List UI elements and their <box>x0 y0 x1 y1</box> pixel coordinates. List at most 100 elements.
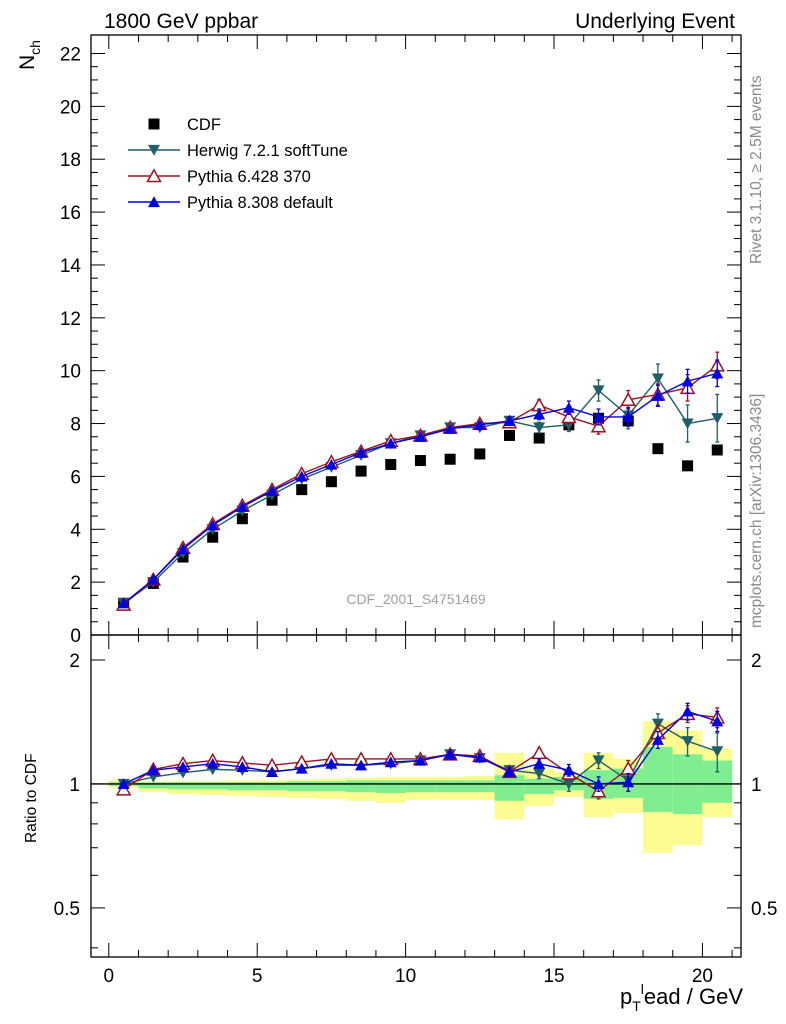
x-tick-label: 15 <box>543 966 564 987</box>
ratio-point-pythia-8-308-default <box>295 762 308 774</box>
legend-label-pythia-8-308-default: Pythia 8.308 default <box>187 194 333 212</box>
x-axis-label: pTlead / GeV <box>620 981 743 1014</box>
legend-label-cdf: CDF <box>187 116 221 134</box>
ratio-y-axis-label: Ratio to CDF <box>23 753 40 843</box>
ratio-y-tick-label-right: 1 <box>751 775 762 796</box>
ratio-point-pythia-8-308-default <box>533 757 546 769</box>
main-point-pythia-8-308-default <box>177 543 190 555</box>
y-tick-label: 2 <box>70 573 81 594</box>
y-tick-label: 10 <box>60 362 81 383</box>
green-band-bin <box>227 782 258 791</box>
main-point-pythia-6-428-370 <box>561 409 577 424</box>
main-point-cdf <box>503 429 515 441</box>
ratio-point-pythia-8-308-default <box>503 766 516 777</box>
main-point-cdf <box>682 460 694 472</box>
ratio-point-pythia-8-308-default <box>651 734 664 745</box>
ratio-point-pythia-8-308-default <box>414 754 427 766</box>
legend: CDF Herwig 7.2.1 softTune Pythia 6.428 370… <box>128 116 348 212</box>
main-point-pythia-8-308-default <box>355 446 368 458</box>
ratio-frame <box>90 634 742 958</box>
main-point-pythia-6-428-370 <box>590 418 607 433</box>
y-tick-label: 20 <box>60 97 81 118</box>
ratio-point-pythia-8-308-default <box>711 715 724 727</box>
main-point-herwig-7-2-1-softtune <box>533 422 546 434</box>
green-band-bin <box>435 780 465 793</box>
ratio-point-pythia-8-308-default <box>355 759 368 771</box>
y-tick-label: 0 <box>70 626 81 647</box>
main-point-herwig-7-2-1-softtune <box>681 418 694 430</box>
main-point-cdf <box>444 453 456 465</box>
ratio-point-herwig-7-2-1-softtune <box>651 718 664 730</box>
ratio-point-pythia-8-308-default <box>206 757 219 769</box>
main-point-cdf <box>533 432 545 444</box>
analysis-id-watermark: CDF_2001_S4751469 <box>346 591 486 607</box>
main-point-cdf <box>474 448 486 460</box>
header-left-label: 1800 GeV ppbar <box>104 10 258 33</box>
ratio-point-pythia-8-308-default <box>622 776 635 788</box>
ratio-point-pythia-8-308-default <box>117 778 130 790</box>
ratio-y-tick-label-right: 0.5 <box>751 899 777 920</box>
green-band-bin <box>464 780 495 793</box>
ratio-uncertainty-bands <box>91 721 741 853</box>
main-point-cdf <box>207 531 219 543</box>
legend-marker-herwig-7-2-1-softtune <box>148 144 160 156</box>
main-point-cdf <box>296 484 308 496</box>
ratio-point-pythia-8-308-default <box>325 757 338 769</box>
legend-marker-cdf <box>148 118 160 130</box>
ratio-point-pythia-8-308-default <box>177 761 190 773</box>
green-band-bin <box>643 746 673 812</box>
main-point-herwig-7-2-1-softtune <box>711 413 724 424</box>
main-point-herwig-7-2-1-softtune <box>651 373 664 385</box>
ratio-point-herwig-7-2-1-softtune <box>711 746 724 758</box>
legend-marker-pythia-8-308-default <box>148 196 160 208</box>
ratio-point-pythia-8-308-default <box>473 751 486 763</box>
main-point-pythia-8-308-default <box>592 411 605 423</box>
green-band-bin <box>286 781 317 792</box>
ratio-point-pythia-8-308-default <box>592 778 605 790</box>
green-band-bin <box>168 782 198 790</box>
ratio-point-pythia-8-308-default <box>444 748 457 760</box>
ratio-point-pythia-8-308-default <box>147 764 160 776</box>
ratio-point-pythia-6-428-370 <box>531 745 547 760</box>
ratio-point-herwig-7-2-1-softtune <box>592 755 605 767</box>
ratio-point-herwig-7-2-1-softtune <box>562 778 575 790</box>
ratio-point-pythia-8-308-default <box>562 764 575 776</box>
main-point-pythia-8-308-default <box>444 423 457 434</box>
x-tick-label: 5 <box>252 966 263 987</box>
main-point-pythia-6-428-370 <box>620 392 636 407</box>
main-point-cdf <box>414 455 426 467</box>
ratio-point-herwig-7-2-1-softtune <box>681 736 694 747</box>
y-tick-label: 8 <box>70 415 81 436</box>
legend-label-pythia-6-428-370: Pythia 6.428 370 <box>187 168 311 186</box>
legend-label-herwig-7-2-1-softtune: Herwig 7.2.1 softTune <box>187 142 348 160</box>
main-point-pythia-8-308-default <box>325 458 338 470</box>
ratio-y-tick-label-right: 2 <box>751 651 762 672</box>
green-band-bin <box>524 778 555 795</box>
main-point-pythia-8-308-default <box>533 408 546 420</box>
y-tick-label: 18 <box>60 150 81 171</box>
green-band-bin <box>257 782 287 791</box>
x-tick-label: 20 <box>692 966 713 987</box>
main-point-pythia-8-308-default <box>236 501 249 512</box>
x-tick-label: 0 <box>104 966 115 987</box>
main-point-cdf <box>236 513 248 525</box>
green-band-bin <box>197 782 228 790</box>
main-point-pythia-8-308-default <box>473 419 486 430</box>
green-band-bin <box>346 780 376 793</box>
main-point-pythia-8-308-default <box>117 597 130 609</box>
main-point-pythia-8-308-default <box>562 401 575 413</box>
ratio-y-tick-label-left: 2 <box>69 651 80 672</box>
ratio-y-tick-label-left: 0.5 <box>54 899 80 920</box>
main-point-pythia-8-308-default <box>266 485 279 497</box>
ratio-point-pythia-8-308-default <box>681 705 694 717</box>
header-right-label: Underlying Event <box>575 10 735 33</box>
rivet-version-label: Rivet 3.1.10, ≥ 2.5M events <box>748 75 765 264</box>
ratio-point-pythia-6-428-370 <box>115 781 132 796</box>
main-axes: 0 2 4 6 8 10 12 14 16 18 20 22 <box>60 34 742 647</box>
main-point-herwig-7-2-1-softtune <box>592 385 605 397</box>
y-tick-label: 4 <box>70 520 81 541</box>
main-point-pythia-8-308-default <box>622 411 635 423</box>
main-point-cdf <box>325 476 337 488</box>
green-band-bin <box>405 780 436 793</box>
